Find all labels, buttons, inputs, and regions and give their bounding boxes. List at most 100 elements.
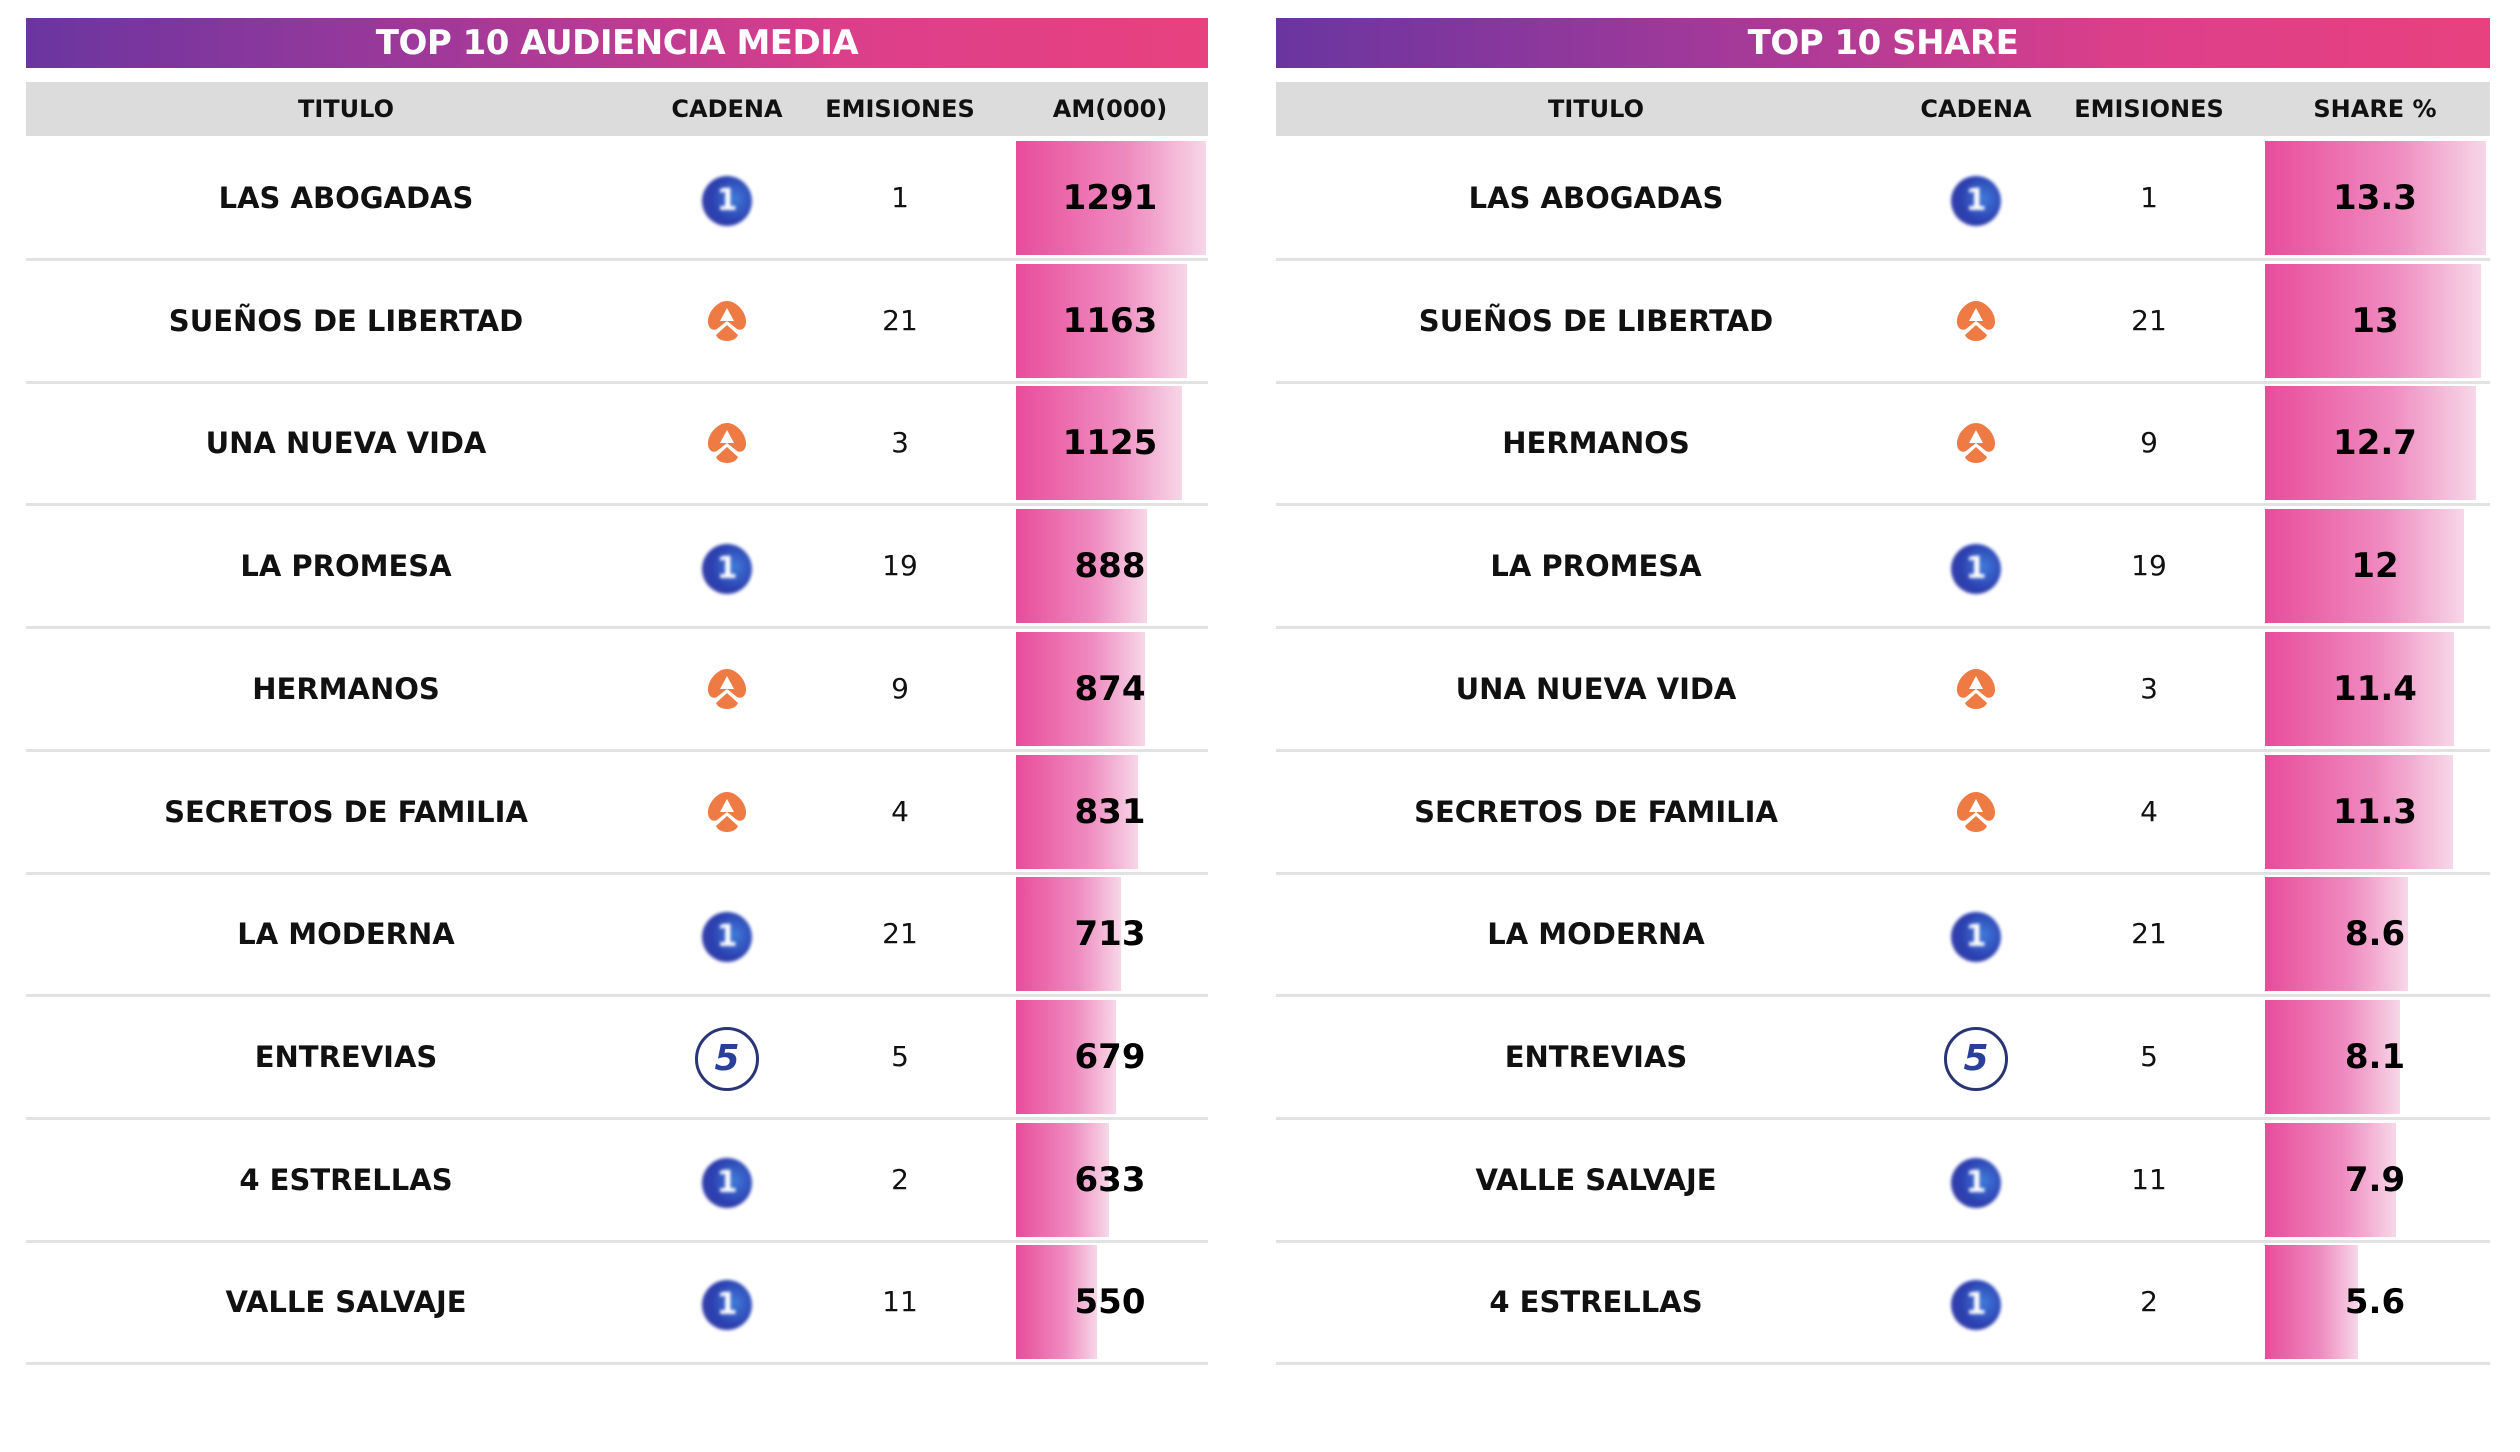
value-bar bbox=[2265, 1245, 2359, 1360]
value-label: 1125 bbox=[1062, 423, 1158, 464]
channel-antena3-icon bbox=[699, 299, 755, 347]
program-title: UNA NUEVA VIDA bbox=[205, 426, 487, 461]
value-label: 874 bbox=[1074, 668, 1146, 709]
value-label: 888 bbox=[1074, 546, 1146, 587]
channel-telecinco-icon: 5 bbox=[1944, 1026, 2008, 1091]
value-label: 12 bbox=[2351, 546, 2399, 587]
table-row: UNA NUEVA VIDA 3 11.4 bbox=[1276, 629, 2490, 752]
table-row: LA PROMESA 1 19 888 bbox=[26, 506, 1208, 630]
value-label: 633 bbox=[1074, 1159, 1146, 1200]
table-row: LA MODERNA 1 21 713 bbox=[26, 874, 1208, 998]
program-title: LAS ABOGADAS bbox=[218, 181, 474, 215]
channel-la1-icon: 1 bbox=[1948, 176, 2004, 226]
table-row: UNA NUEVA VIDA 3 1125 bbox=[26, 383, 1208, 507]
value-label: 5.6 bbox=[2344, 1282, 2406, 1323]
program-title: LA MODERNA bbox=[1487, 917, 1705, 952]
value-label: 13.3 bbox=[2333, 178, 2417, 218]
header-row: TITULO CADENA EMISIONES AM(000) bbox=[26, 82, 1208, 136]
value-bar bbox=[1016, 386, 1182, 501]
program-title: LAS ABOGADAS bbox=[1468, 181, 1724, 215]
table-row: 4 ESTRELLAS 1 2 633 bbox=[26, 1120, 1208, 1243]
table-row: 4 ESTRELLAS 1 2 5.6 bbox=[1276, 1242, 2490, 1366]
value-label: 8.1 bbox=[2344, 1036, 2406, 1077]
emisiones-value: 3 bbox=[2140, 671, 2158, 705]
emisiones-value: 19 bbox=[882, 549, 918, 583]
emisiones-value: 21 bbox=[882, 917, 918, 951]
col-titulo: TITULO bbox=[1548, 95, 1644, 123]
value-bar bbox=[1016, 1245, 1097, 1360]
channel-antena3-icon bbox=[699, 667, 755, 715]
value-label: 1291 bbox=[1062, 178, 1158, 218]
value-label: 550 bbox=[1074, 1282, 1146, 1323]
emisiones-value: 9 bbox=[891, 671, 909, 705]
value-label: 7.9 bbox=[2344, 1159, 2406, 1200]
emisiones-value: 21 bbox=[882, 303, 918, 337]
value-bar bbox=[2265, 631, 2455, 746]
program-title: SUEÑOS DE LIBERTAD bbox=[1418, 303, 1774, 338]
value-label: 8.6 bbox=[2344, 914, 2406, 955]
table-row: LA MODERNA 1 21 8.6 bbox=[1276, 874, 2490, 998]
program-title: UNA NUEVA VIDA bbox=[1455, 671, 1737, 706]
channel-la1-icon: 1 bbox=[699, 1280, 755, 1331]
value-bar bbox=[2265, 754, 2453, 869]
program-title: SECRETOS DE FAMILIA bbox=[1414, 794, 1778, 829]
channel-la1-icon: 1 bbox=[699, 1157, 755, 1208]
table-title: TOP 10 SHARE bbox=[1276, 18, 2490, 68]
value-label: 11.3 bbox=[2333, 791, 2417, 832]
channel-la1-icon: 1 bbox=[699, 176, 755, 226]
program-title: HERMANOS bbox=[252, 671, 440, 706]
channel-antena3-icon bbox=[699, 790, 755, 838]
emisiones-value: 4 bbox=[891, 794, 909, 828]
table-row: VALLE SALVAJE 1 11 550 bbox=[26, 1242, 1208, 1366]
table-row: ENTREVIAS 5 5 679 bbox=[26, 997, 1208, 1120]
value-bar bbox=[2265, 386, 2476, 501]
emisiones-value: 5 bbox=[2140, 1039, 2158, 1073]
table-row: SECRETOS DE FAMILIA 4 831 bbox=[26, 752, 1208, 875]
program-title: 4 ESTRELLAS bbox=[239, 1162, 453, 1197]
program-title: LA PROMESA bbox=[240, 549, 452, 584]
channel-telecinco-icon: 5 bbox=[695, 1026, 759, 1091]
channel-la1-icon: 1 bbox=[1948, 912, 2004, 963]
col-am: AM(000) bbox=[1052, 95, 1168, 123]
emisiones-value: 11 bbox=[882, 1285, 918, 1319]
value-bar bbox=[1016, 999, 1116, 1114]
header-row: TITULO CADENA EMISIONES SHARE % bbox=[1276, 82, 2490, 136]
program-title: LA MODERNA bbox=[237, 917, 455, 952]
value-label: 679 bbox=[1074, 1036, 1146, 1077]
channel-la1-icon: 1 bbox=[1948, 544, 2004, 595]
value-bar bbox=[2265, 509, 2465, 624]
program-title: VALLE SALVAJE bbox=[1475, 1162, 1717, 1197]
table-row: SUEÑOS DE LIBERTAD 21 1163 bbox=[26, 261, 1208, 384]
emisiones-value: 11 bbox=[2131, 1162, 2167, 1196]
table-row: HERMANOS 9 874 bbox=[26, 629, 1208, 752]
table-row: SUEÑOS DE LIBERTAD 21 13 bbox=[1276, 261, 2490, 384]
emisiones-value: 4 bbox=[2140, 794, 2158, 828]
program-title: SUEÑOS DE LIBERTAD bbox=[168, 303, 524, 338]
channel-antena3-icon bbox=[1948, 790, 2004, 838]
col-share: SHARE % bbox=[2313, 95, 2437, 123]
col-cadena: CADENA bbox=[671, 95, 783, 123]
channel-la1-icon: 1 bbox=[699, 912, 755, 963]
value-label: 713 bbox=[1074, 914, 1146, 955]
program-title: VALLE SALVAJE bbox=[225, 1285, 467, 1320]
channel-antena3-icon bbox=[1948, 421, 2004, 469]
emisiones-value: 3 bbox=[891, 426, 909, 460]
value-bar bbox=[1016, 754, 1139, 869]
value-bar bbox=[1016, 877, 1121, 992]
value-bar bbox=[2265, 1122, 2397, 1237]
col-emisiones: EMISIONES bbox=[2074, 95, 2224, 123]
value-label: 831 bbox=[1074, 791, 1146, 832]
table-title: TOP 10 AUDIENCIA MEDIA bbox=[26, 18, 1208, 68]
value-bar bbox=[2265, 877, 2408, 992]
col-cadena: CADENA bbox=[1920, 95, 2032, 123]
channel-la1-icon: 1 bbox=[1948, 1157, 2004, 1208]
table-row: LA PROMESA 1 19 12 bbox=[1276, 506, 2490, 630]
program-title: HERMANOS bbox=[1502, 426, 1690, 461]
emisiones-value: 21 bbox=[2131, 303, 2167, 337]
program-title: ENTREVIAS bbox=[254, 1039, 438, 1074]
channel-la1-icon: 1 bbox=[699, 544, 755, 595]
program-title: 4 ESTRELLAS bbox=[1489, 1285, 1703, 1320]
value-bar bbox=[1016, 631, 1145, 746]
table-row: ENTREVIAS 5 5 8.1 bbox=[1276, 997, 2490, 1120]
table-row: VALLE SALVAJE 1 11 7.9 bbox=[1276, 1120, 2490, 1243]
